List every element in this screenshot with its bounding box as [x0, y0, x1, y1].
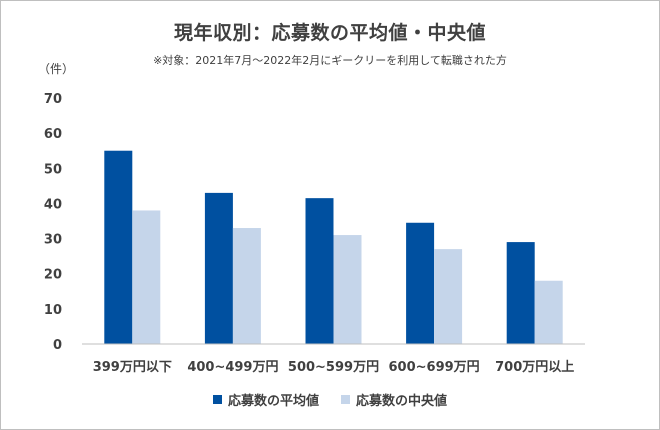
bar-median: [232, 228, 261, 344]
bar-median: [333, 235, 362, 344]
legend-item-mean: 応募数の平均値: [212, 390, 319, 409]
x-category-label: 399万円以下: [93, 360, 172, 375]
bar-mean: [305, 198, 334, 344]
x-category-label: 500~599万円: [288, 360, 379, 375]
legend-item-median: 応募数の中央値: [341, 390, 447, 409]
y-tick-label: 20: [44, 268, 62, 283]
x-category-label: 700万円以上: [495, 360, 574, 375]
y-tick-label: 30: [44, 233, 62, 248]
bar-mean: [406, 222, 435, 344]
bar-median: [434, 249, 463, 344]
bar-mean: [104, 150, 133, 344]
legend: 応募数の平均値 応募数の中央値: [0, 390, 660, 409]
legend-swatch-median: [341, 395, 350, 404]
y-tick-label: 0: [53, 338, 62, 353]
bar-median: [534, 280, 563, 344]
x-category-label: 400~499万円: [187, 360, 278, 375]
bar-mean: [204, 192, 233, 344]
y-tick-label: 70: [44, 92, 62, 107]
x-category-label: 600~699万円: [389, 360, 480, 375]
bar-median: [132, 210, 161, 344]
y-axis-unit-label: （件）: [38, 62, 75, 76]
legend-label-mean: 応募数の平均値: [227, 394, 319, 409]
legend-label-median: 応募数の中央値: [356, 394, 448, 409]
y-tick-label: 10: [44, 303, 62, 318]
legend-swatch-mean: [212, 395, 222, 404]
chart-title: 現年収別：応募数の平均値・中央値: [173, 22, 486, 44]
y-tick-label: 50: [44, 162, 62, 177]
y-tick-label: 40: [44, 197, 62, 212]
y-tick-label: 60: [44, 127, 62, 142]
chart-subtitle: ※対象：2021年7月～2022年2月にギークリーを利用して転職された方: [153, 54, 507, 67]
bar-mean: [506, 242, 535, 344]
